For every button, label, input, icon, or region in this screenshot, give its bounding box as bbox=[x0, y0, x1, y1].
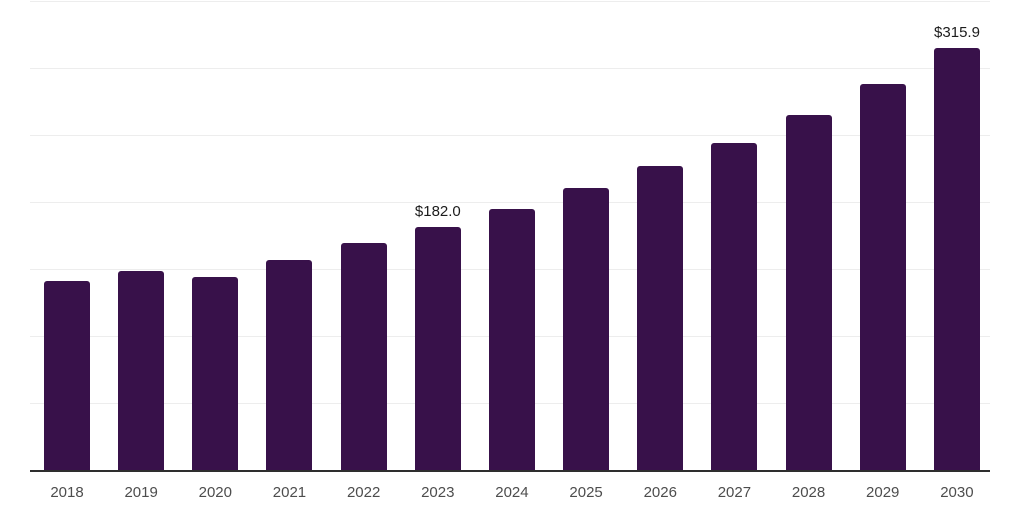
bar-2030 bbox=[933, 47, 980, 471]
bar-value-label-2023: $182.0 bbox=[414, 203, 461, 221]
bar-2028 bbox=[785, 115, 832, 471]
x-tick-label-2027: 2027 bbox=[717, 484, 752, 501]
x-tick-label-2024: 2024 bbox=[495, 484, 529, 501]
x-tick-label-2028: 2028 bbox=[791, 484, 826, 501]
bar-2027 bbox=[711, 142, 758, 471]
x-tick-label-2019: 2019 bbox=[124, 484, 158, 501]
x-tick-label-2030: 2030 bbox=[940, 484, 974, 501]
gridline-250 bbox=[30, 135, 990, 136]
x-axis-line bbox=[30, 470, 990, 472]
bar-2024 bbox=[488, 209, 535, 471]
bar-2018 bbox=[44, 280, 90, 471]
gridline-350 bbox=[30, 1, 990, 2]
x-tick-label-2021: 2021 bbox=[272, 484, 307, 501]
gridline-200 bbox=[30, 202, 990, 203]
x-tick-label-2025: 2025 bbox=[569, 484, 603, 501]
bar-2023 bbox=[414, 227, 461, 471]
bar-2021 bbox=[266, 259, 313, 471]
bar-2026 bbox=[637, 166, 684, 471]
bar-2029 bbox=[859, 83, 906, 471]
x-axis-labels: 2018 2019 2020 2021 2022 2023 2024 2025 2026 2027… bbox=[44, 484, 980, 502]
bar-value-label-2030: $315.9 bbox=[934, 23, 980, 41]
x-tick-label-2020: 2020 bbox=[198, 484, 232, 501]
x-tick-label-2029: 2029 bbox=[866, 484, 900, 501]
plot-area bbox=[44, 1, 980, 471]
x-tick-label-2026: 2026 bbox=[643, 484, 677, 501]
bar-2020 bbox=[192, 276, 239, 471]
bar-2025 bbox=[563, 188, 610, 471]
gridline-300 bbox=[30, 68, 990, 69]
bar-2022 bbox=[340, 243, 387, 471]
bar-2019 bbox=[118, 270, 165, 471]
x-tick-label-2022: 2022 bbox=[346, 484, 381, 501]
x-tick-label-2023: 2023 bbox=[421, 484, 455, 501]
x-tick-label-2018: 2018 bbox=[50, 484, 84, 501]
